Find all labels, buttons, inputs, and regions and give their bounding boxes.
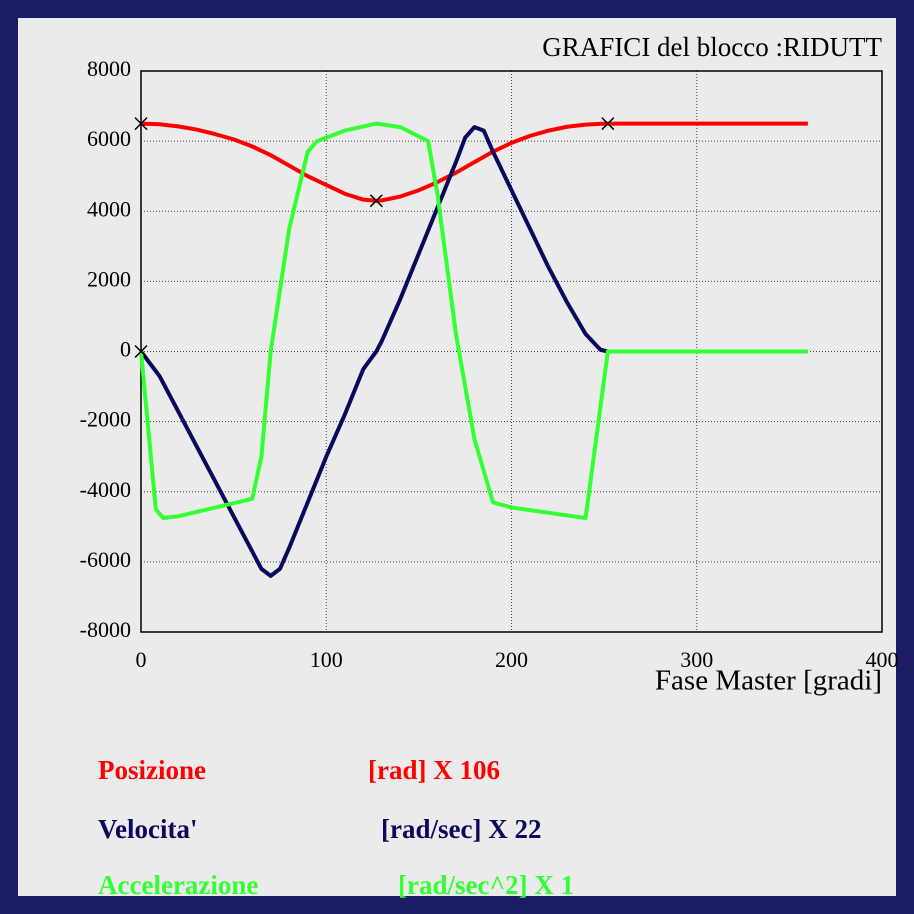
x-axis-label: Fase Master [gradi] [655,665,882,697]
point-marker [601,117,615,131]
chart-title: GRAFICI del blocco :RIDUTT [542,32,882,62]
y-tick-label: 8000 [87,56,131,81]
point-marker [369,194,383,208]
series-line [139,121,808,521]
x-tick-label: 100 [310,647,343,672]
y-tick-label: -2000 [80,407,131,432]
legend-label: Accelerazione [98,870,258,900]
x-tick-label: 300 [680,647,713,672]
y-tick-label: -4000 [80,477,131,502]
y-tick-label: 6000 [87,126,131,151]
series-line [140,121,808,203]
y-tick-label: 4000 [87,196,131,221]
point-marker [134,117,148,131]
legend-label: Velocita' [98,814,197,844]
x-tick-label: 400 [866,647,899,672]
y-tick-label: -8000 [80,617,131,642]
point-marker [134,344,148,359]
legend-label: Posizione [98,755,206,785]
legend-unit: [rad/sec] X 22 [381,814,541,844]
series-line [139,125,808,578]
y-tick-label: 0 [120,337,131,362]
y-tick-label: -6000 [80,547,131,572]
x-tick-label: 200 [495,647,528,672]
x-tick-label: 0 [136,647,147,672]
legend-unit: [rad] X 106 [368,755,500,785]
y-tick-label: 2000 [87,266,131,291]
legend-unit: [rad/sec^2] X 1 [398,870,574,900]
